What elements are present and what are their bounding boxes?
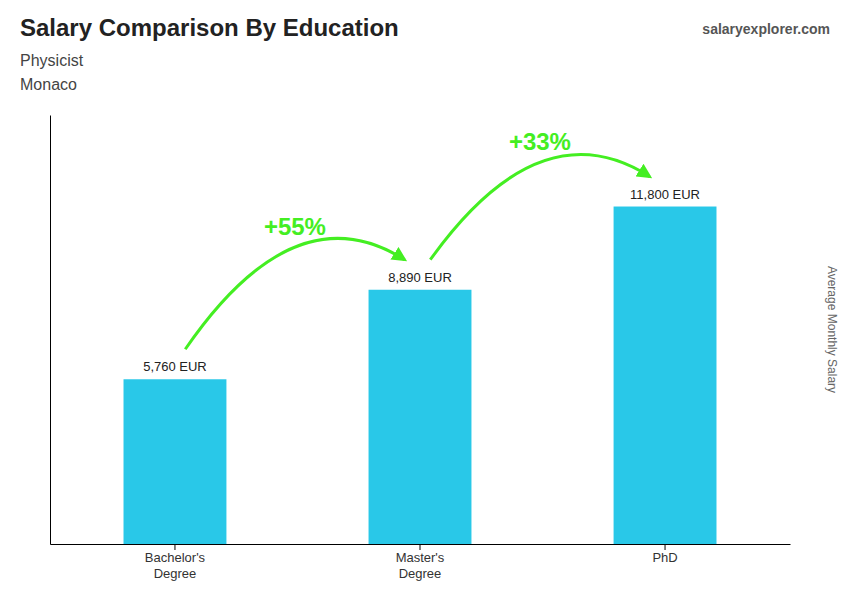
watermark-part: explorer (743, 21, 799, 37)
chart: Salary Comparison By Education Physicist M… (0, 0, 850, 606)
y-axis (50, 116, 51, 545)
x-tick: Master'sDegree (396, 544, 445, 581)
x-axis: Bachelor'sDegreeMaster'sDegreePhD (51, 544, 791, 581)
annotation: +33% (509, 128, 571, 155)
x-tick-label-line: Degree (399, 566, 442, 581)
bar (369, 290, 472, 544)
x-tick: PhD (652, 544, 677, 565)
bar (614, 207, 717, 544)
x-tick-label: Master'sDegree (396, 550, 445, 581)
x-tick-label-line: Master's (396, 550, 445, 565)
x-tick-mark (665, 544, 666, 550)
bars (124, 207, 717, 544)
annotation: +55% (264, 213, 326, 240)
x-tick-mark (420, 544, 421, 550)
watermark-part: .com (797, 21, 830, 37)
annotations: +55% +33% (185, 128, 649, 349)
data-labels: 5,760 EUR 8,890 EUR 11,800 EUR (143, 187, 700, 375)
y-axis-label: Average Monthly Salary (825, 266, 839, 393)
title: Salary Comparison By Education (20, 14, 399, 41)
data-label: 5,760 EUR (143, 359, 207, 374)
x-tick-label-line: Degree (154, 566, 197, 581)
bar (124, 379, 227, 544)
arrow (185, 238, 404, 349)
x-tick-label-line: Bachelor's (145, 550, 206, 565)
watermark: salaryexplorer.com (702, 21, 830, 37)
x-tick-mark (174, 544, 175, 550)
x-tick: Bachelor'sDegree (145, 544, 206, 581)
y-axis-line (50, 116, 51, 545)
plot-area: Bachelor'sDegreeMaster'sDegreePhD5,760 E… (51, 116, 791, 581)
data-label: 11,800 EUR (630, 187, 700, 202)
x-tick-label-line: PhD (652, 550, 677, 565)
x-tick-label: PhD (652, 550, 677, 565)
x-tick-label: Bachelor'sDegree (145, 550, 206, 581)
data-label: 8,890 EUR (388, 270, 452, 285)
subtitle: Monaco (20, 76, 77, 93)
subtitle: Physicist (20, 52, 84, 69)
watermark-part: salary (702, 21, 743, 37)
arrow (430, 155, 649, 260)
